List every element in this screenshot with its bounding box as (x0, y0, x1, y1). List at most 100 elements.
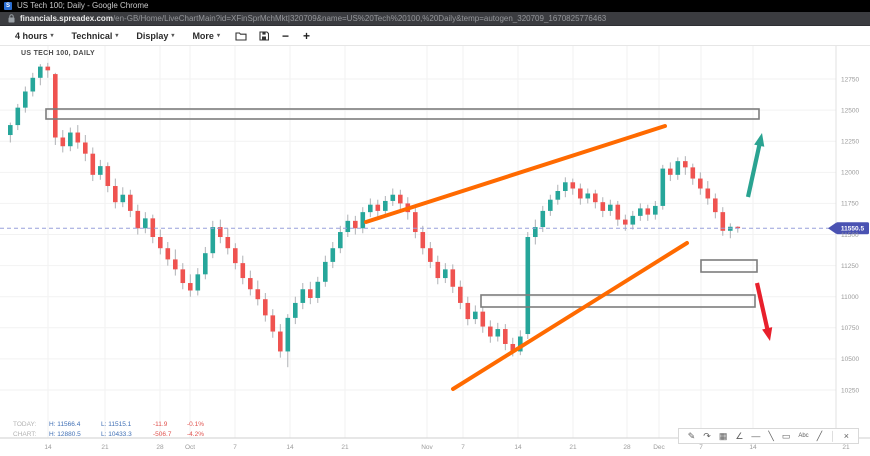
candle (630, 215, 636, 225)
zoom-out-button[interactable]: − (281, 28, 289, 43)
more-menu[interactable]: More ▾ (192, 30, 220, 41)
candle (495, 329, 501, 337)
price-axis-label: 11500 (841, 232, 859, 239)
candle (165, 248, 171, 260)
drawing-toolbar: ✎ ↷ ▦ ∠ — ╲ ▭ Abc ╱ │ × (677, 428, 859, 444)
pen-tool-icon[interactable]: ✎ (687, 430, 696, 441)
candle (255, 289, 261, 300)
technical-menu[interactable]: Technical ▾ (71, 30, 119, 41)
chart-title: US TECH 100, DAILY (21, 50, 95, 57)
candle (705, 188, 711, 199)
resistance-box[interactable] (700, 259, 758, 273)
horizontal-line-tool-icon[interactable]: — (751, 430, 761, 441)
candle (270, 315, 276, 332)
candle (323, 261, 328, 282)
open-folder-icon[interactable] (229, 31, 253, 41)
favicon: S (4, 2, 12, 10)
candle (45, 66, 51, 71)
chevron-down-icon: ▾ (171, 33, 175, 39)
candle (728, 226, 733, 231)
candle (645, 208, 651, 215)
candle (15, 107, 21, 126)
candle (413, 212, 418, 233)
url-text[interactable]: financials.spreadex.com/en-GB/Home/LiveC… (20, 15, 606, 23)
freehand-tool-icon[interactable]: ↷ (703, 430, 711, 441)
candle (135, 210, 141, 229)
candle (383, 200, 388, 211)
time-axis[interactable]: 14 21 28 Oct 7 14 21 Nov 7 14 21 28 Dec 7 14 21 (44, 444, 850, 451)
supply-zone-box[interactable] (45, 108, 760, 120)
bullish-arrow-annotation[interactable] (745, 133, 765, 198)
candle (98, 166, 103, 175)
ray-tool-icon[interactable]: ╱ (816, 430, 823, 441)
candle (218, 227, 223, 238)
close-tool-icon[interactable]: × (843, 430, 849, 441)
candle (143, 218, 148, 229)
candle (533, 227, 538, 238)
candle (450, 269, 456, 287)
candle (720, 212, 726, 231)
candle (240, 263, 246, 279)
separator: │ (830, 430, 836, 441)
time-axis-label: 21 (842, 444, 850, 451)
save-icon[interactable] (253, 30, 275, 41)
candle (488, 326, 493, 337)
legend-row-today: TODAY: H: 11566.4 L: 11515.1 -11.9 -0.1% (13, 421, 204, 428)
trendline-lower[interactable] (451, 241, 689, 391)
candle (690, 167, 696, 179)
candlestick-series (8, 62, 741, 368)
candle (180, 269, 186, 284)
candle (675, 161, 681, 175)
demand-zone-box[interactable] (480, 294, 756, 308)
time-axis-label: 7 (461, 444, 465, 451)
candle (615, 204, 621, 220)
candle (353, 220, 358, 229)
candle (83, 142, 88, 154)
price-axis[interactable]: 12750 12500 12250 12000 11750 11500 11250 11000… (841, 76, 859, 394)
candle (300, 289, 306, 303)
candle (278, 331, 283, 352)
time-axis-label: 21 (101, 444, 109, 451)
candle (585, 193, 591, 199)
candle (330, 248, 336, 262)
trendline-tool-icon[interactable]: ╲ (768, 430, 774, 441)
candle (525, 237, 531, 335)
zoom-in-button[interactable]: + (302, 28, 310, 43)
trendline-upper[interactable] (364, 124, 667, 224)
candle (8, 125, 13, 136)
candle (735, 226, 741, 229)
price-axis-label: 12000 (841, 170, 859, 177)
display-menu[interactable]: Display ▾ (136, 30, 175, 41)
candle (435, 261, 441, 279)
candle (390, 194, 396, 201)
angle-tool-icon[interactable]: ∠ (735, 430, 744, 441)
candle (195, 274, 201, 291)
candle (293, 302, 298, 318)
price-axis-label: 12750 (841, 76, 859, 83)
time-axis-label: 14 (286, 444, 294, 451)
candle (225, 237, 231, 249)
candle (608, 204, 613, 211)
browser-urlbar[interactable]: financials.spreadex.com/en-GB/Home/LiveC… (0, 12, 870, 26)
candle (53, 74, 58, 138)
candle (188, 283, 193, 291)
svg-text:11550.5: 11550.5 (841, 226, 865, 233)
candle (338, 232, 343, 249)
time-axis-label: 21 (569, 444, 577, 451)
candle (518, 336, 523, 352)
candle (158, 237, 163, 249)
timeframe-menu[interactable]: 4 hours ▾ (15, 30, 54, 41)
candle (540, 210, 546, 228)
candle (308, 289, 313, 298)
rectangle-tool-icon[interactable]: ▭ (781, 430, 791, 441)
chart-canvas[interactable]: 11550.5 12750 12500 12250 12000 11750 11500 112… (0, 46, 870, 456)
candle (570, 182, 576, 189)
text-tool-icon[interactable]: Abc (798, 433, 809, 439)
bearish-arrow-annotation[interactable] (754, 282, 773, 341)
time-axis-label: 14 (514, 444, 522, 451)
candle (555, 190, 561, 200)
grid-tool-icon[interactable]: ▦ (718, 430, 728, 441)
price-axis-label: 10250 (841, 387, 859, 394)
chevron-down-icon: ▾ (50, 33, 54, 39)
candle (113, 186, 118, 203)
